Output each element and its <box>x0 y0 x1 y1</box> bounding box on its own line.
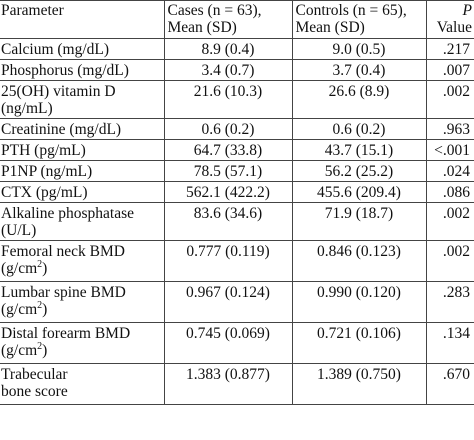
controls-cell: 26.6 (8.9) <box>291 80 427 119</box>
table-row: Calcium (mg/dL) 8.9 (0.4) 9.0 (0.5) .217 <box>0 38 474 60</box>
table-row: PTH (pg/mL) 64.7 (33.8) 43.7 (15.1) <.00… <box>0 139 474 161</box>
pvalue-cell: .024 <box>425 160 474 182</box>
table-row: 25(OH) vitamin D (ng/mL) 21.6 (10.3) 26.6… <box>0 80 474 119</box>
cases-cell: 0.967 (0.124) <box>163 281 293 323</box>
header-pvalue: P Value <box>425 0 474 39</box>
cases-cell: 0.777 (0.119) <box>163 240 293 282</box>
cases-cell: 3.4 (0.7) <box>163 59 293 81</box>
cases-cell: 83.6 (34.6) <box>163 202 293 241</box>
pvalue-cell: .002 <box>425 240 474 282</box>
controls-cell: 3.7 (0.4) <box>291 59 427 81</box>
cases-cell: 8.9 (0.4) <box>163 38 293 60</box>
table-row: Trabecular bone score 1.383 (0.877) 1.389… <box>0 363 474 405</box>
cases-cell: 78.5 (57.1) <box>163 160 293 182</box>
pvalue-cell: .283 <box>425 281 474 323</box>
parameter-cell: Trabecular bone score <box>0 363 165 405</box>
parameter-cell: Phosphorus (mg/dL) <box>0 59 165 81</box>
controls-cell: 43.7 (15.1) <box>291 139 427 161</box>
table-row: Phosphorus (mg/dL) 3.4 (0.7) 3.7 (0.4) .… <box>0 59 474 81</box>
table-row: CTX (pg/mL) 562.1 (422.2) 455.6 (209.4) … <box>0 181 474 203</box>
header-parameter: Parameter <box>0 0 165 39</box>
pvalue-cell: .002 <box>425 202 474 241</box>
controls-cell: 455.6 (209.4) <box>291 181 427 203</box>
cases-cell: 64.7 (33.8) <box>163 139 293 161</box>
pvalue-cell: .670 <box>425 363 474 405</box>
parameter-cell: Distal forearm BMD (g/cm2) <box>0 322 165 364</box>
table-row: P1NP (ng/mL) 78.5 (57.1) 56.2 (25.2) .02… <box>0 160 474 182</box>
parameter-cell: Calcium (mg/dL) <box>0 38 165 60</box>
pvalue-cell: .963 <box>425 118 474 140</box>
header-row: Parameter Cases (n = 63), Mean (SD) Contr… <box>0 0 474 39</box>
controls-cell: 0.6 (0.2) <box>291 118 427 140</box>
controls-cell: 0.990 (0.120) <box>291 281 427 323</box>
parameter-cell: Alkaline phosphatase (U/L) <box>0 202 165 241</box>
controls-cell: 0.846 (0.123) <box>291 240 427 282</box>
pvalue-cell: .002 <box>425 80 474 119</box>
pvalue-cell: .217 <box>425 38 474 60</box>
table-row: Distal forearm BMD (g/cm2) 0.745 (0.069) … <box>0 322 474 364</box>
table-row: Creatinine (mg/dL) 0.6 (0.2) 0.6 (0.2) .… <box>0 118 474 140</box>
parameter-cell: Creatinine (mg/dL) <box>0 118 165 140</box>
table-row: Femoral neck BMD (g/cm2) 0.777 (0.119) 0.… <box>0 240 474 282</box>
parameter-cell: 25(OH) vitamin D (ng/mL) <box>0 80 165 119</box>
controls-cell: 56.2 (25.2) <box>291 160 427 182</box>
cases-cell: 0.745 (0.069) <box>163 322 293 364</box>
pvalue-cell: .007 <box>425 59 474 81</box>
cases-cell: 21.6 (10.3) <box>163 80 293 119</box>
controls-cell: 0.721 (0.106) <box>291 322 427 364</box>
controls-cell: 1.389 (0.750) <box>291 363 427 405</box>
controls-cell: 71.9 (18.7) <box>291 202 427 241</box>
header-cases: Cases (n = 63), Mean (SD) <box>163 0 293 39</box>
parameter-cell: Femoral neck BMD (g/cm2) <box>0 240 165 282</box>
pvalue-cell: <.001 <box>425 139 474 161</box>
parameter-cell: PTH (pg/mL) <box>0 139 165 161</box>
header-controls: Controls (n = 65), Mean (SD) <box>291 0 427 39</box>
cases-cell: 1.383 (0.877) <box>163 363 293 405</box>
parameter-cell: CTX (pg/mL) <box>0 181 165 203</box>
parameter-cell: P1NP (ng/mL) <box>0 160 165 182</box>
pvalue-cell: .086 <box>425 181 474 203</box>
controls-cell: 9.0 (0.5) <box>291 38 427 60</box>
cases-cell: 562.1 (422.2) <box>163 181 293 203</box>
pvalue-cell: .134 <box>425 322 474 364</box>
cases-cell: 0.6 (0.2) <box>163 118 293 140</box>
results-table: Parameter Cases (n = 63), Mean (SD) Contr… <box>0 0 474 405</box>
table-row: Lumbar spine BMD (g/cm2) 0.967 (0.124) 0.… <box>0 281 474 323</box>
table-row: Alkaline phosphatase (U/L) 83.6 (34.6) 71… <box>0 202 474 241</box>
parameter-cell: Lumbar spine BMD (g/cm2) <box>0 281 165 323</box>
